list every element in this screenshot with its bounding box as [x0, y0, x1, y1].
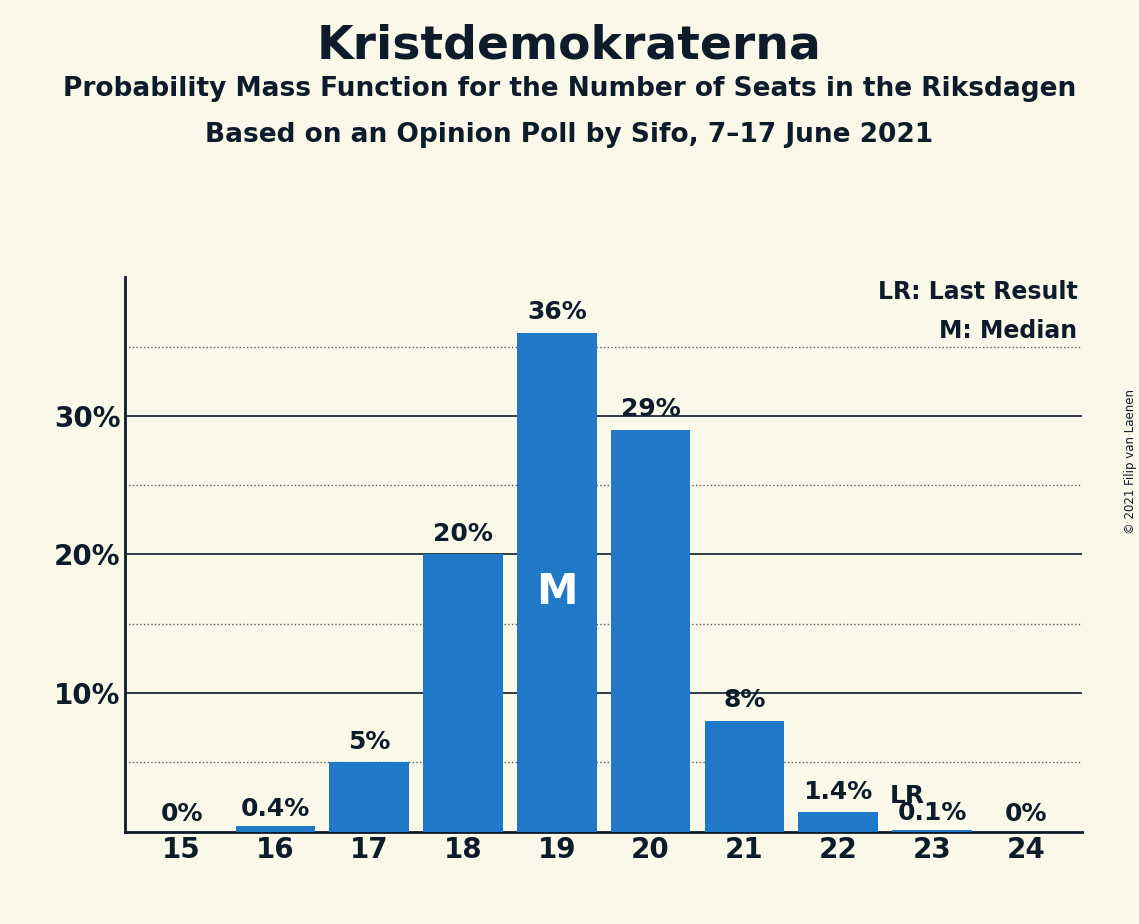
Text: Based on an Opinion Poll by Sifo, 7–17 June 2021: Based on an Opinion Poll by Sifo, 7–17 J…	[205, 122, 934, 148]
Text: LR: LR	[890, 784, 925, 808]
Text: © 2021 Filip van Laenen: © 2021 Filip van Laenen	[1124, 390, 1137, 534]
Text: 20%: 20%	[433, 522, 493, 546]
Text: 0%: 0%	[1005, 802, 1047, 826]
Text: 0.4%: 0.4%	[240, 796, 310, 821]
Bar	[611, 430, 690, 832]
Text: M: Median: M: Median	[940, 319, 1077, 343]
Text: M: M	[536, 571, 577, 614]
Text: 8%: 8%	[723, 688, 765, 712]
Bar	[798, 812, 878, 832]
Text: 1.4%: 1.4%	[803, 780, 872, 804]
Text: LR: Last Result: LR: Last Result	[877, 280, 1077, 304]
Bar	[892, 830, 972, 832]
Bar	[517, 333, 597, 832]
Bar	[423, 554, 502, 832]
Text: 0.1%: 0.1%	[898, 801, 967, 824]
Text: Probability Mass Function for the Number of Seats in the Riksdagen: Probability Mass Function for the Number…	[63, 76, 1076, 102]
Text: Kristdemokraterna: Kristdemokraterna	[317, 23, 822, 68]
Text: 0%: 0%	[161, 802, 203, 826]
Text: 36%: 36%	[527, 300, 587, 324]
Bar	[329, 762, 409, 832]
Text: 5%: 5%	[349, 730, 391, 754]
Bar	[236, 826, 316, 832]
Text: 29%: 29%	[621, 397, 680, 421]
Bar	[705, 721, 785, 832]
